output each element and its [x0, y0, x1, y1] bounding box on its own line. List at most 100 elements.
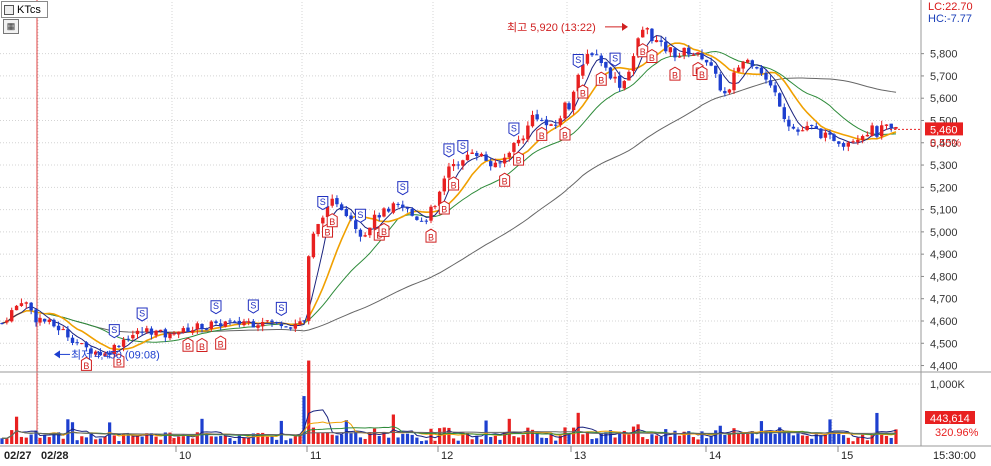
volume-bar: [819, 435, 823, 444]
volume-bar: [98, 438, 102, 444]
volume-bar: [599, 433, 603, 444]
buy-marker-shape: [438, 200, 450, 215]
table-icon[interactable]: ▦: [3, 19, 19, 34]
volume-bar: [521, 435, 525, 444]
candle-body: [80, 343, 84, 345]
volume-bar: [256, 433, 260, 444]
buy-marker-shape: [196, 337, 208, 352]
candle-body: [782, 107, 786, 120]
candle-body: [750, 60, 754, 67]
candle-body: [391, 203, 396, 213]
volume-bar: [567, 433, 571, 444]
candle-body: [475, 152, 479, 157]
volume-bar: [191, 438, 195, 444]
buy-marker-label: B: [649, 53, 655, 63]
candle-body: [386, 208, 391, 212]
candle-body: [195, 323, 200, 330]
volume-bar: [622, 430, 626, 444]
volume-bar: [451, 438, 456, 444]
candle-body: [576, 74, 580, 92]
volume-bar: [140, 436, 144, 444]
volume-bar: [595, 438, 599, 444]
buy-marker-shape: [646, 48, 658, 64]
volume-bar: [19, 436, 24, 444]
candle-body: [270, 320, 274, 323]
volume-bar: [424, 440, 428, 444]
ticker-label: KTcs: [17, 3, 41, 16]
sell-marker-label: S: [511, 124, 517, 134]
candle-body: [228, 320, 232, 322]
date-label: 11: [310, 450, 321, 462]
volume-bar: [810, 438, 814, 444]
sell-marker-shape: [354, 208, 366, 223]
volume-bar: [84, 437, 89, 444]
checkbox-icon[interactable]: [4, 4, 14, 15]
volume-bar: [270, 436, 274, 444]
volume-bar: [861, 434, 865, 444]
volume-bar: [503, 432, 507, 444]
buy-marker: B: [559, 126, 571, 141]
candle-body: [52, 319, 56, 327]
volume-bar: [778, 427, 782, 444]
candle-body: [594, 54, 599, 56]
sell-marker: S: [397, 181, 409, 196]
sell-marker-shape: [317, 196, 329, 211]
candle-body: [372, 214, 377, 229]
gridlines: [0, 0, 991, 447]
buy-marker: B: [438, 200, 450, 215]
candle-body: [168, 333, 172, 339]
volume-bar: [475, 435, 479, 444]
volume-bar: [554, 440, 558, 444]
candle-body: [405, 207, 410, 209]
candle-body: [805, 125, 809, 131]
current-price-label: 5,460: [930, 124, 958, 136]
candle-body: [284, 326, 288, 328]
buy-marker-label: B: [699, 70, 705, 80]
price-tick-label: 5,400: [930, 138, 958, 150]
candle-body: [645, 28, 650, 30]
buy-marker-label: B: [640, 47, 646, 57]
high-low-annotations: 최고 5,920 (13:22) 최저 4,450 (09:08): [54, 21, 628, 361]
volume-bar: [302, 396, 306, 444]
candle-body: [0, 323, 4, 325]
volume-bar: [796, 433, 800, 444]
candle-body: [563, 102, 567, 119]
volume-bar: [10, 430, 14, 444]
candle-body: [279, 323, 284, 327]
sell-marker-shape: [397, 181, 409, 196]
candle-body: [700, 53, 704, 60]
volume-bar: [823, 433, 828, 444]
volume-bar: [228, 438, 232, 444]
sell-marker: S: [457, 140, 469, 155]
current-change-label: 0.55%: [930, 137, 961, 149]
candle-body: [814, 126, 818, 129]
sell-marker-shape: [247, 299, 259, 314]
candle-body: [810, 124, 814, 126]
candle-body: [714, 65, 718, 74]
volume-bar: [456, 440, 460, 444]
volume-bar: [461, 432, 465, 444]
sell-marker-label: S: [250, 301, 256, 311]
volume-bar: [613, 437, 617, 444]
price-ma-line: [1, 42, 897, 351]
candle-body: [456, 164, 460, 166]
buy-marker-label: B: [428, 233, 434, 243]
candle-body: [237, 320, 242, 325]
low-arrow-head: [54, 350, 60, 359]
candle-body: [590, 53, 594, 56]
candle-body: [759, 67, 764, 74]
candle-body: [223, 321, 228, 327]
candle-body: [530, 114, 535, 127]
volume-bar: [837, 433, 841, 444]
volume-bar: [773, 434, 777, 444]
candle-body: [218, 323, 223, 327]
volume-bar: [787, 432, 791, 444]
date-label: 15: [841, 450, 853, 462]
candle-body: [140, 331, 144, 333]
ticker-selector[interactable]: KTcs: [1, 1, 48, 18]
candle-body: [34, 309, 38, 323]
buy-marker-label: B: [502, 177, 508, 187]
volume-bar: [358, 437, 363, 444]
candle-body: [24, 302, 28, 304]
